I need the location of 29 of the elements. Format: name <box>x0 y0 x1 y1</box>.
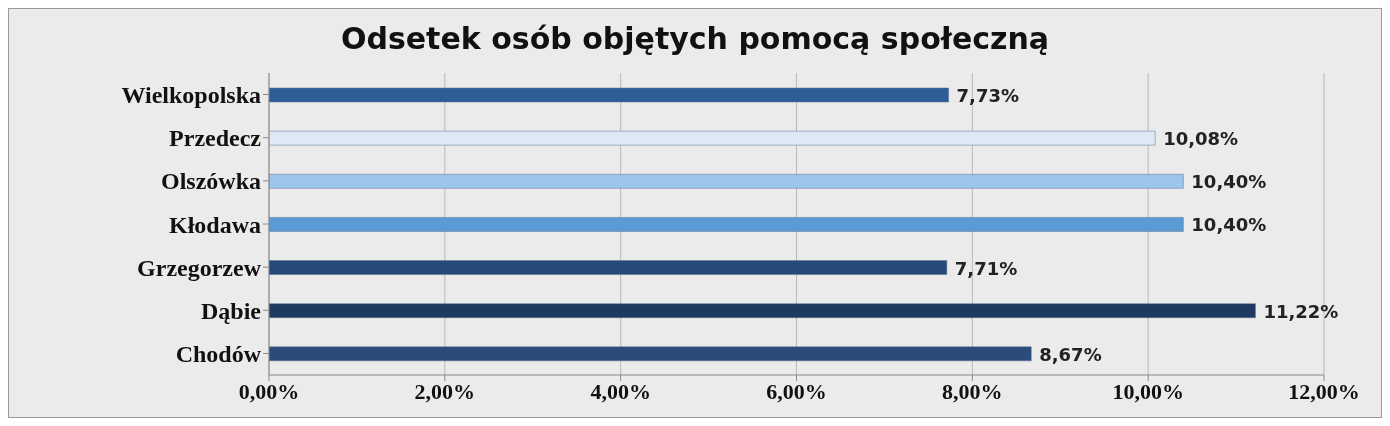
data-label: 10,08% <box>1163 128 1239 150</box>
x-tick-label: 8,00% <box>942 378 1003 404</box>
x-tick-label: 6,00% <box>766 378 827 404</box>
y-tick-label: Chodów <box>175 340 262 367</box>
bar <box>269 260 948 275</box>
y-tick-label: Olszówka <box>160 168 261 195</box>
bar <box>269 217 1184 232</box>
bar <box>269 303 1256 318</box>
bar <box>269 174 1184 189</box>
y-tick-label: Wielkopolska <box>121 82 261 109</box>
data-label: 7,71% <box>954 257 1018 279</box>
x-tick-label: 4,00% <box>590 378 651 404</box>
data-label: 7,73% <box>956 85 1020 106</box>
data-label: 10,40% <box>1191 214 1267 236</box>
y-tick-label: Dąbie <box>201 297 262 324</box>
x-tick-label: 12,00% <box>1288 378 1360 404</box>
bar <box>269 87 949 103</box>
x-tick-label: 2,00% <box>414 378 476 404</box>
data-label: 11,22% <box>1263 300 1339 322</box>
bar <box>269 346 1032 362</box>
data-label: 8,67% <box>1039 343 1102 365</box>
data-label: 10,40% <box>1191 171 1267 193</box>
y-tick-label: Kłodawa <box>168 211 261 238</box>
chart-title: Odsetek osób objętych pomocą społeczną <box>339 20 1051 58</box>
x-tick-label: 0,00% <box>238 378 300 404</box>
x-tick-label: 10,00% <box>1112 378 1184 404</box>
y-tick-label: Grzegorzew <box>137 254 262 281</box>
y-tick-label: Przedecz <box>169 125 262 152</box>
bar <box>269 130 1156 146</box>
